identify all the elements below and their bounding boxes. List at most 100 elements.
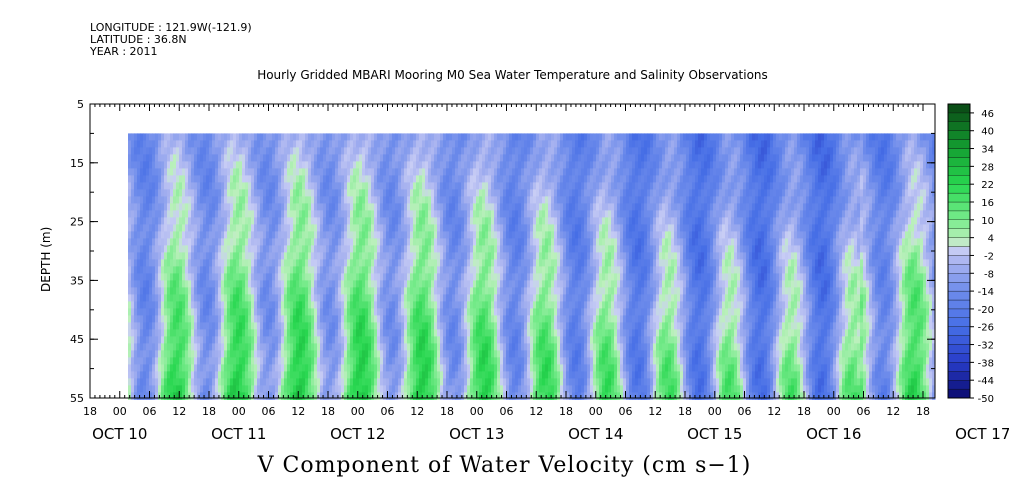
colorbar-tick-label: -2 (984, 251, 994, 262)
colorbar-tick-label: -50 (978, 394, 994, 405)
x-hour-label: 00 (589, 405, 603, 418)
colorbar-tick-label: 40 (981, 127, 994, 138)
colorbar-tick-label: 16 (981, 198, 994, 209)
colorbar-tick-label: 46 (981, 109, 994, 120)
colorbar-swatch (947, 362, 971, 372)
y-tick-label: 25 (70, 216, 84, 229)
colorbar-tick-label: 4 (988, 234, 994, 245)
chart-title-wrap: Hourly Gridded MBARI Mooring M0 Sea Wate… (0, 68, 1009, 82)
x-hour-label: 12 (410, 405, 424, 418)
x-hour-label: 12 (886, 405, 900, 418)
colorbar-swatch (947, 380, 971, 390)
colorbar-swatch (947, 130, 971, 140)
colorbar-swatch (947, 166, 971, 176)
colorbar-swatch (947, 219, 971, 229)
x-hour-label: 18 (678, 405, 692, 418)
colorbar-swatch (947, 184, 971, 194)
x-hour-label: 06 (381, 405, 395, 418)
x-hour-label: 18 (559, 405, 573, 418)
x-day-label: OCT 11 (211, 425, 266, 443)
colorbar-swatch (947, 192, 971, 203)
colorbar-swatch (947, 148, 971, 158)
x-hour-label: 06 (857, 405, 871, 418)
x-hour-label: 06 (738, 405, 752, 418)
colorbar-swatch (947, 388, 971, 399)
x-hour-label: 18 (440, 405, 454, 418)
colorbar-swatch (947, 353, 971, 363)
colorbar-swatch (947, 139, 971, 149)
colorbar-swatch (947, 273, 971, 283)
x-hour-label: 06 (619, 405, 633, 418)
colorbar-swatch (947, 326, 971, 336)
x-hour-label: 00 (232, 405, 246, 418)
colorbar-tick-label: 22 (981, 180, 994, 191)
x-day-label: OCT 12 (330, 425, 385, 443)
colorbar-tick-label: 10 (981, 216, 994, 227)
x-hour-label: 12 (648, 405, 662, 418)
latitude-text: LATITUDE : 36.8N (90, 33, 187, 46)
mooring-metadata: LONGITUDE : 121.9W(-121.9) LATITUDE : 36… (90, 22, 252, 58)
colorbar-swatch (947, 282, 971, 292)
x-hour-label: 12 (529, 405, 543, 418)
y-tick-label: 45 (70, 333, 84, 346)
x-hour-label: 06 (143, 405, 157, 418)
x-day-label: OCT 13 (449, 425, 504, 443)
x-hour-label: 06 (262, 405, 276, 418)
y-tick-label: 5 (77, 98, 84, 111)
colorbar-swatch (947, 308, 971, 318)
year-text: YEAR : 2011 (90, 45, 158, 58)
colorbar-swatch (947, 299, 971, 310)
colorbar-swatch (947, 335, 971, 345)
x-hour-label: 06 (500, 405, 514, 418)
y-tick-label: 55 (70, 392, 84, 405)
colorbar-swatch (947, 121, 971, 131)
x-hour-label: 00 (470, 405, 484, 418)
x-hour-label: 18 (202, 405, 216, 418)
colorbar-swatch (947, 201, 971, 212)
colorbar-swatch (947, 175, 971, 185)
x-hour-label: 00 (113, 405, 127, 418)
chart-title: Hourly Gridded MBARI Mooring M0 Sea Wate… (257, 68, 768, 82)
x-day-label: OCT 15 (687, 425, 742, 443)
x-hour-label: 12 (172, 405, 186, 418)
colorbar-swatch (947, 246, 971, 256)
colorbar-tick-label: 34 (981, 145, 994, 156)
x-day-label: OCT 14 (568, 425, 623, 443)
heatmap-field (128, 133, 936, 400)
x-hour-label: 00 (708, 405, 722, 418)
colorbar-tick-label: -38 (978, 358, 994, 369)
x-day-label: OCT 16 (806, 425, 861, 443)
longitude-text: LONGITUDE : 121.9W(-121.9) (90, 21, 252, 34)
colorbar-swatch (947, 371, 971, 381)
x-hour-label: 00 (351, 405, 365, 418)
y-tick-label: 35 (70, 274, 84, 287)
colorbar-tick-label: -32 (978, 341, 994, 352)
colorbar-frame (947, 103, 971, 399)
x-day-label: OCT 10 (92, 425, 147, 443)
colorbar-tick-label: 28 (981, 162, 994, 173)
x-hour-label: 12 (767, 405, 781, 418)
colorbar-swatch (947, 264, 971, 274)
x-hour-label: 12 (291, 405, 305, 418)
colorbar-swatch (947, 157, 971, 167)
x-day-label: OCT 17 (955, 425, 1009, 443)
colorbar-swatch (947, 103, 971, 114)
colorbar-swatch (947, 290, 971, 301)
x-hour-label: 00 (827, 405, 841, 418)
x-hour-label: 18 (83, 405, 97, 418)
colorbar-swatch (947, 228, 971, 238)
colorbar-swatch (947, 210, 971, 220)
colorbar-swatch (947, 255, 971, 265)
x-hour-label: 18 (916, 405, 930, 418)
colorbar: 46 40 34 28 22 16 10 4 -2 -8 -14 -20 -26 -32 -38 -44 -50 (947, 103, 994, 405)
colorbar-swatch (947, 317, 971, 327)
colorbar-swatch (947, 112, 971, 122)
colorbar-tick-label: -14 (978, 287, 994, 298)
colorbar-tick-label: -44 (978, 376, 994, 387)
colorbar-tick-label: -26 (978, 323, 994, 334)
colorbar-tick-label: -20 (978, 305, 994, 316)
x-hour-label: 18 (321, 405, 335, 418)
x-hour-label: 18 (797, 405, 811, 418)
variable-label: V Component of Water Velocity (cm s−1) (257, 453, 752, 478)
